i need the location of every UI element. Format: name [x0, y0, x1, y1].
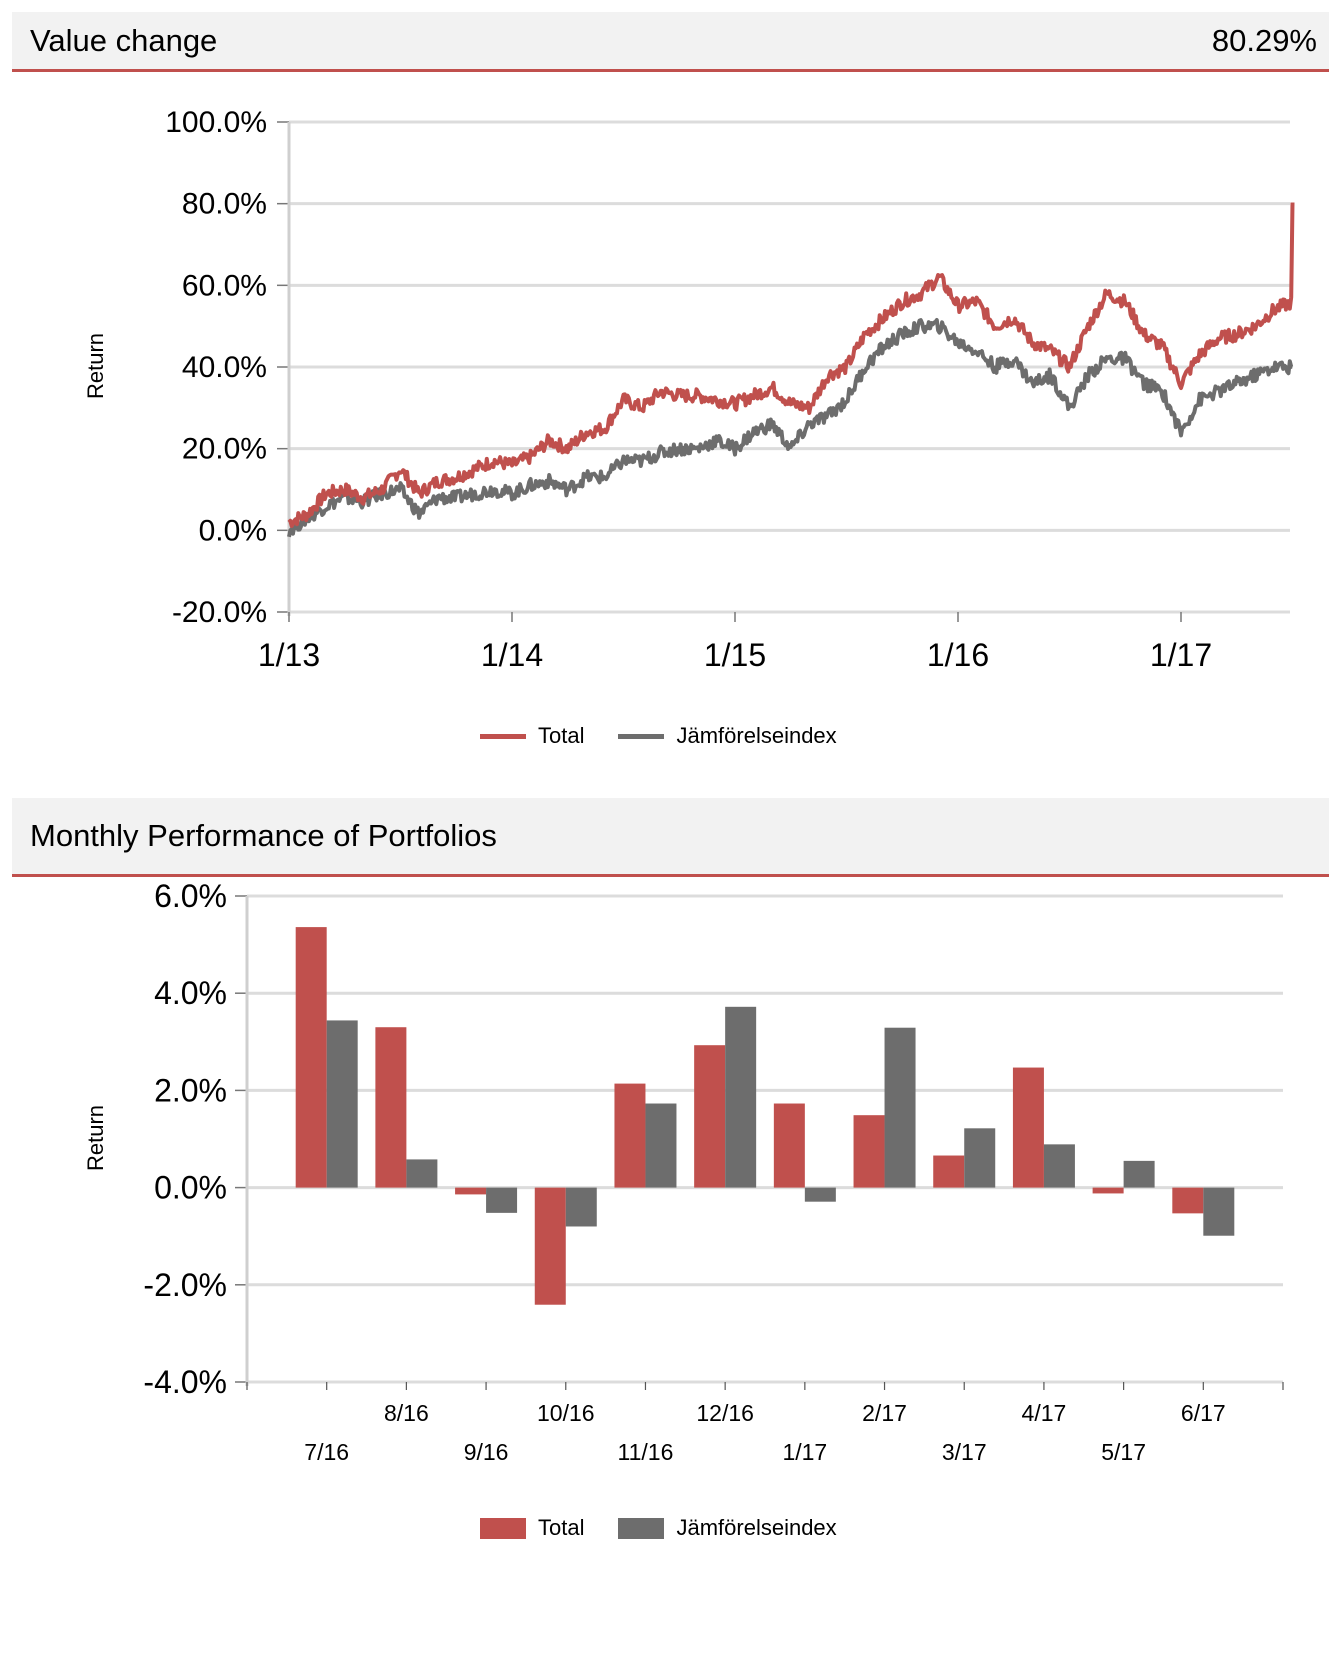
y-tick-label: 80.0% — [182, 188, 267, 221]
line-chart-legend: Total Jämförelseindex — [480, 723, 871, 749]
bar-index-7-16 — [326, 1020, 358, 1188]
bar-chart-y-axis-label: Return — [83, 1105, 108, 1171]
value-change-title: Value change — [30, 22, 218, 58]
y-tick-label: -20.0% — [172, 596, 267, 629]
y-tick-label: 4.0% — [154, 975, 227, 1011]
bar-total-9-16 — [455, 1187, 487, 1195]
value-change-total: 80.29% — [1211, 22, 1317, 58]
value-change-line-chart: -20.0% 0.0% 20.0% 40.0% 60.0% 80.0% 100.0% 1/1… — [83, 106, 1295, 673]
bar-total-8-16 — [375, 1027, 407, 1188]
legend-label-total: Total — [538, 723, 585, 748]
line-chart-gridlines — [277, 120, 1290, 614]
x-tick-label: 7/16 — [304, 1439, 349, 1465]
y-tick-label: 40.0% — [182, 351, 267, 384]
legend-swatch-index — [618, 1517, 665, 1539]
bar-index-12-16 — [725, 1006, 757, 1188]
bar-index-2-17 — [884, 1027, 916, 1188]
x-tick-label: 6/17 — [1181, 1400, 1226, 1426]
bar-index-5-17 — [1123, 1160, 1155, 1188]
monthly-performance-header: Monthly Performance of Portfolios — [12, 798, 1329, 877]
x-tick-label: 8/16 — [384, 1400, 429, 1426]
bar-total-5-17 — [1092, 1187, 1124, 1194]
bar-total-2-17 — [853, 1115, 885, 1188]
y-tick-label: 6.0% — [154, 878, 227, 914]
x-tick-label: 1/17 — [782, 1439, 827, 1465]
legend-item-total: Total — [480, 1515, 584, 1541]
x-tick-label: 1/14 — [481, 637, 543, 673]
bar-chart-gridlines — [235, 894, 1283, 1384]
x-tick-label: 2/17 — [862, 1400, 907, 1426]
x-tick-label: 11/16 — [618, 1439, 674, 1465]
bar-index-11-16 — [645, 1103, 677, 1188]
legend-line-index — [618, 733, 665, 739]
value-change-header: Value change 80.29% — [12, 12, 1329, 72]
bar-index-9-16 — [486, 1187, 518, 1213]
y-tick-label: 2.0% — [154, 1072, 227, 1108]
x-tick-label: 3/17 — [942, 1439, 987, 1465]
line-chart-x-tick-labels: 1/13 1/14 1/15 1/16 1/17 — [258, 637, 1212, 673]
bar-total-7-16 — [295, 927, 327, 1188]
bar-index-6-17 — [1203, 1187, 1235, 1236]
series-line-total — [287, 202, 1295, 528]
y-tick-label: 60.0% — [182, 269, 267, 302]
y-tick-label: 20.0% — [182, 433, 267, 466]
legend-label-total: Total — [538, 1515, 585, 1540]
bar-chart-axes — [245, 896, 1284, 1390]
x-tick-label: 9/16 — [464, 1439, 509, 1465]
bar-total-11-16 — [614, 1083, 646, 1188]
bar-total-4-17 — [1012, 1067, 1044, 1188]
legend-swatch-total — [480, 1517, 526, 1539]
line-chart-y-tick-labels: -20.0% 0.0% 20.0% 40.0% 60.0% 80.0% 100.0% — [165, 106, 267, 629]
y-tick-label: 0.0% — [154, 1170, 227, 1206]
legend-line-total — [480, 733, 526, 739]
series-line-index — [287, 318, 1294, 538]
y-tick-label: 0.0% — [199, 514, 267, 547]
monthly-performance-title: Monthly Performance of Portfolios — [30, 818, 497, 853]
bar-index-4-17 — [1043, 1144, 1075, 1188]
bar-chart-x-tick-labels: 7/16 8/16 9/16 10/16 11/16 12/16 1/17 2/17 3/17 4… — [304, 1400, 1225, 1465]
legend-item-index: Jämförelseindex — [618, 723, 837, 749]
x-tick-label: 4/17 — [1022, 1400, 1067, 1426]
bar-index-3-17 — [964, 1128, 996, 1188]
line-chart-series — [287, 202, 1295, 538]
x-tick-label: 10/16 — [537, 1400, 595, 1426]
legend-item-total: Total — [480, 723, 584, 749]
bar-total-12-16 — [694, 1045, 726, 1188]
line-chart-y-axis-label: Return — [83, 333, 108, 399]
x-tick-label: 12/16 — [696, 1400, 754, 1426]
bar-chart-legend: Total Jämförelseindex — [480, 1515, 871, 1541]
bar-total-1-17 — [773, 1103, 805, 1188]
x-tick-label: 1/13 — [258, 637, 320, 673]
bar-total-6-17 — [1172, 1187, 1204, 1214]
y-tick-label: 100.0% — [165, 106, 267, 139]
bar-total-3-17 — [933, 1155, 965, 1188]
y-tick-label: -4.0% — [143, 1364, 227, 1400]
legend-item-index: Jämförelseindex — [618, 1515, 837, 1541]
bar-index-10-16 — [565, 1187, 597, 1227]
legend-label-index: Jämförelseindex — [676, 1515, 837, 1540]
bar-chart-bars — [295, 927, 1235, 1305]
bar-index-8-16 — [406, 1159, 438, 1188]
x-tick-label: 1/15 — [704, 637, 766, 673]
bar-chart-y-tick-labels: -4.0% -2.0% 0.0% 2.0% 4.0% 6.0% — [143, 878, 227, 1400]
bar-total-10-16 — [534, 1187, 566, 1305]
y-tick-label: -2.0% — [143, 1267, 227, 1303]
x-tick-label: 1/17 — [1150, 637, 1212, 673]
x-tick-label: 5/17 — [1101, 1439, 1146, 1465]
bar-index-1-17 — [804, 1187, 836, 1202]
legend-label-index: Jämförelseindex — [676, 723, 837, 748]
x-tick-label: 1/16 — [927, 637, 989, 673]
